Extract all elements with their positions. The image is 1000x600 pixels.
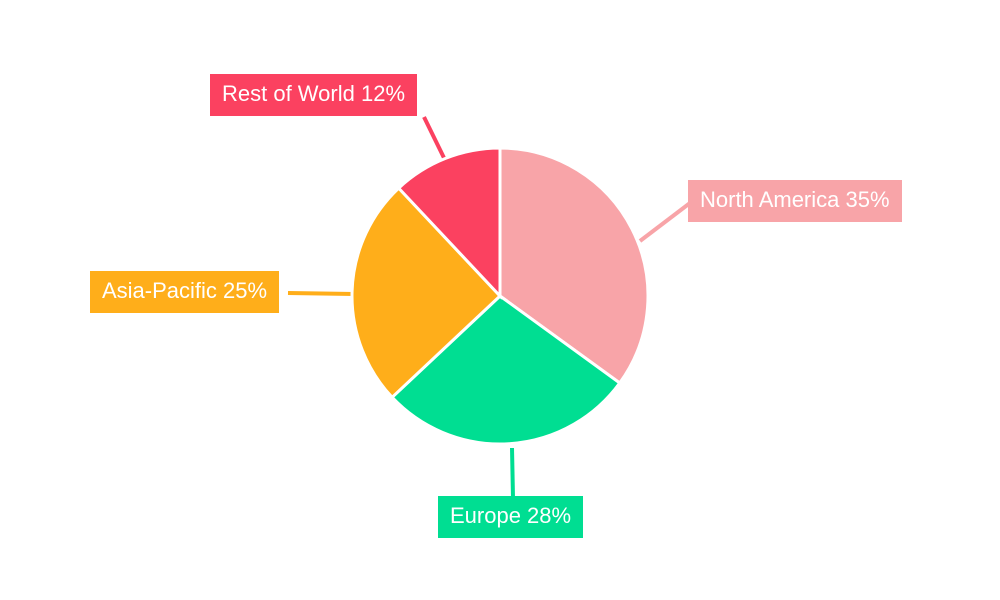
leader-line-rest-of-world xyxy=(422,116,449,165)
leader-line-north-america xyxy=(638,201,692,243)
pie-slice-north-america[interactable] xyxy=(498,146,650,386)
leader-line-asia-pacific xyxy=(287,291,355,296)
pie-slice-asia-pacific[interactable] xyxy=(350,185,503,400)
pie-label-asia-pacific[interactable]: Asia-Pacific 25% xyxy=(90,271,280,313)
pie-slices xyxy=(350,146,650,446)
pie-label-europe[interactable]: Europe 28% xyxy=(438,496,584,538)
pie-slice-rest-of-world[interactable] xyxy=(396,146,502,300)
pie-label-north-america[interactable]: North America 35% xyxy=(688,180,902,222)
pie-label-north-america-text: North America 35% xyxy=(700,187,890,212)
pie-label-rest-of-world-text: Rest of World 12% xyxy=(222,81,406,106)
pie-slice-europe[interactable] xyxy=(389,294,622,446)
pie-label-asia-pacific-text: Asia-Pacific 25% xyxy=(102,278,268,303)
leader-line-europe xyxy=(510,447,515,499)
pie-label-rest-of-world[interactable]: Rest of World 12% xyxy=(210,74,418,116)
pie-label-europe-text: Europe 28% xyxy=(450,503,572,528)
